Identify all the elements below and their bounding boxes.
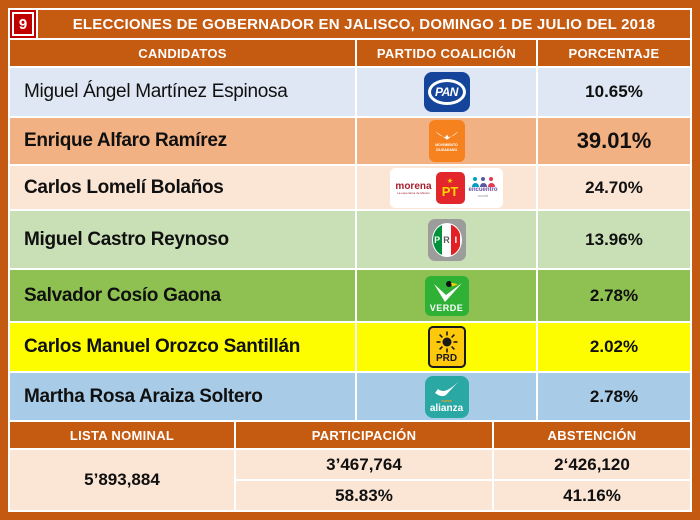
vote-percentage: 2.02% bbox=[538, 323, 690, 371]
slide-number: 9 bbox=[12, 12, 34, 36]
column-header-candidatos: CANDIDATOS bbox=[10, 40, 355, 66]
person-icon bbox=[487, 176, 495, 187]
morena-logo-label: morena bbox=[395, 180, 432, 192]
participacion-header: PARTICIPACIÓN bbox=[236, 422, 492, 448]
encuentro-logo-label: encuentro bbox=[468, 186, 498, 193]
vote-percentage: 13.96% bbox=[538, 211, 690, 268]
abstencion-header: ABSTENCIÓN bbox=[494, 422, 690, 448]
person-icon bbox=[479, 176, 487, 187]
sun-icon bbox=[436, 331, 457, 352]
prd-logo-icon: PRD bbox=[427, 326, 466, 368]
person-icon bbox=[471, 176, 479, 187]
participacion-value: 3’467,764 bbox=[236, 450, 492, 479]
candidate-name: Salvador Cosío Gaona bbox=[10, 270, 355, 321]
alianza-logo-label: alianza bbox=[429, 403, 464, 415]
pt-star-icon: ★ bbox=[446, 177, 454, 185]
party-logo-cell: morena La esperanza de México ★ PT en bbox=[357, 166, 536, 209]
lista-nominal-header: LISTA NOMINAL bbox=[10, 422, 234, 448]
page-title-text: ELECCIONES DE GOBERNADOR EN JALISCO, DOM… bbox=[72, 15, 656, 33]
movimiento-ciudadano-logo-icon: MOVIMIENTO CIUDADANO bbox=[428, 120, 465, 162]
verde-logo-icon: VERDE bbox=[424, 275, 469, 316]
pri-letter-r: R bbox=[441, 223, 452, 256]
candidate-name: Carlos Lomelí Bolaños bbox=[10, 166, 355, 209]
slide-number-badge: 9 bbox=[10, 10, 36, 38]
pt-logo-icon: ★ PT bbox=[435, 171, 465, 204]
column-header-porcentaje: PORCENTAJE bbox=[538, 40, 690, 66]
coalition-logo-icon: morena La esperanza de México ★ PT en bbox=[390, 167, 503, 208]
alianza-check-icon bbox=[434, 380, 459, 397]
mc-label-line1: MOVIMIENTO bbox=[435, 143, 458, 148]
table-row: Carlos Manuel Orozco Santillán PRD bbox=[10, 323, 690, 371]
nueva-alianza-logo-icon: nueva alianza bbox=[424, 375, 469, 418]
summary-data: 5’893,884 3’467,764 2‘426,120 58.83% 41.… bbox=[10, 450, 690, 510]
page-title: ELECCIONES DE GOBERNADOR EN JALISCO, DOM… bbox=[38, 10, 690, 38]
party-logo-cell: nueva alianza bbox=[357, 373, 536, 420]
people-icons bbox=[471, 176, 495, 187]
candidate-name: Carlos Manuel Orozco Santillán bbox=[10, 323, 355, 371]
candidate-name: Miguel Ángel Martínez Espinosa bbox=[10, 68, 355, 116]
morena-tagline: La esperanza de México bbox=[397, 190, 430, 195]
vote-percentage: 39.01% bbox=[538, 118, 690, 164]
summary-values-row: 3’467,764 2‘426,120 bbox=[236, 450, 690, 479]
candidate-name: Enrique Alfaro Ramírez bbox=[10, 118, 355, 164]
pan-logo-label: PAN bbox=[427, 79, 466, 105]
movimiento-ciudadano-logo-label: MOVIMIENTO CIUDADANO bbox=[435, 143, 458, 152]
table-row: Martha Rosa Araiza Soltero nueva alianza… bbox=[10, 373, 690, 420]
participacion-percent: 58.83% bbox=[236, 481, 492, 510]
prd-logo-label: PRD bbox=[435, 352, 458, 364]
pt-logo-label: PT bbox=[441, 183, 459, 199]
lista-nominal-value: 5’893,884 bbox=[10, 450, 234, 510]
pri-letter-i: I bbox=[451, 223, 461, 256]
abstencion-percent: 41.16% bbox=[494, 481, 690, 510]
table-row: Enrique Alfaro Ramírez MOVIMIENTO CIUDAD… bbox=[10, 118, 690, 164]
abstencion-value: 2‘426,120 bbox=[494, 450, 690, 479]
summary-percent-row: 58.83% 41.16% bbox=[236, 481, 690, 510]
morena-logo-icon: morena La esperanza de México bbox=[395, 181, 431, 195]
table-row: Miguel Castro Reynoso P R I 13.96% bbox=[10, 211, 690, 268]
mc-label-line2: CIUDADANO bbox=[435, 148, 458, 152]
vote-percentage: 24.70% bbox=[538, 166, 690, 209]
title-row: 9 ELECCIONES DE GOBERNADOR EN JALISCO, D… bbox=[10, 10, 690, 38]
eagle-icon bbox=[434, 131, 459, 141]
alianza-small-label: nueva bbox=[441, 398, 452, 403]
column-header-partido: PARTIDO COALICIÓN bbox=[357, 40, 536, 66]
candidate-name: Martha Rosa Araiza Soltero bbox=[10, 373, 355, 420]
pri-letter-p: P bbox=[432, 223, 442, 256]
vote-percentage: 2.78% bbox=[538, 373, 690, 420]
party-logo-cell: PAN bbox=[357, 68, 536, 116]
table-row: Miguel Ángel Martínez Espinosa PAN 10.65… bbox=[10, 68, 690, 116]
encuentro-social-logo-icon: encuentro social bbox=[468, 176, 498, 199]
party-logo-cell: P R I bbox=[357, 211, 536, 268]
pri-oval: P R I bbox=[431, 222, 462, 257]
pri-logo-icon: P R I bbox=[427, 218, 466, 261]
candidate-name: Miguel Castro Reynoso bbox=[10, 211, 355, 268]
vote-percentage: 10.65% bbox=[538, 68, 690, 116]
summary-right: 3’467,764 2‘426,120 58.83% 41.16% bbox=[236, 450, 690, 510]
party-logo-cell: PRD bbox=[357, 323, 536, 371]
party-logo-cell: MOVIMIENTO CIUDADANO bbox=[357, 118, 536, 164]
vote-percentage: 2.78% bbox=[538, 270, 690, 321]
table-row: Salvador Cosío Gaona VERDE 2.78% bbox=[10, 270, 690, 321]
table-container: 9 ELECCIONES DE GOBERNADOR EN JALISCO, D… bbox=[8, 8, 692, 512]
summary-header-row: LISTA NOMINAL PARTICIPACIÓN ABSTENCIÓN bbox=[10, 422, 690, 448]
verde-logo-label: VERDE bbox=[429, 302, 464, 313]
social-logo-label: social bbox=[477, 193, 489, 199]
pan-logo-icon: PAN bbox=[423, 72, 470, 112]
column-header-row: CANDIDATOS PARTIDO COALICIÓN PORCENTAJE bbox=[10, 40, 690, 66]
verde-check-toucan-icon bbox=[433, 280, 462, 302]
table-row: Carlos Lomelí Bolaños morena La esperanz… bbox=[10, 166, 690, 209]
party-logo-cell: VERDE bbox=[357, 270, 536, 321]
